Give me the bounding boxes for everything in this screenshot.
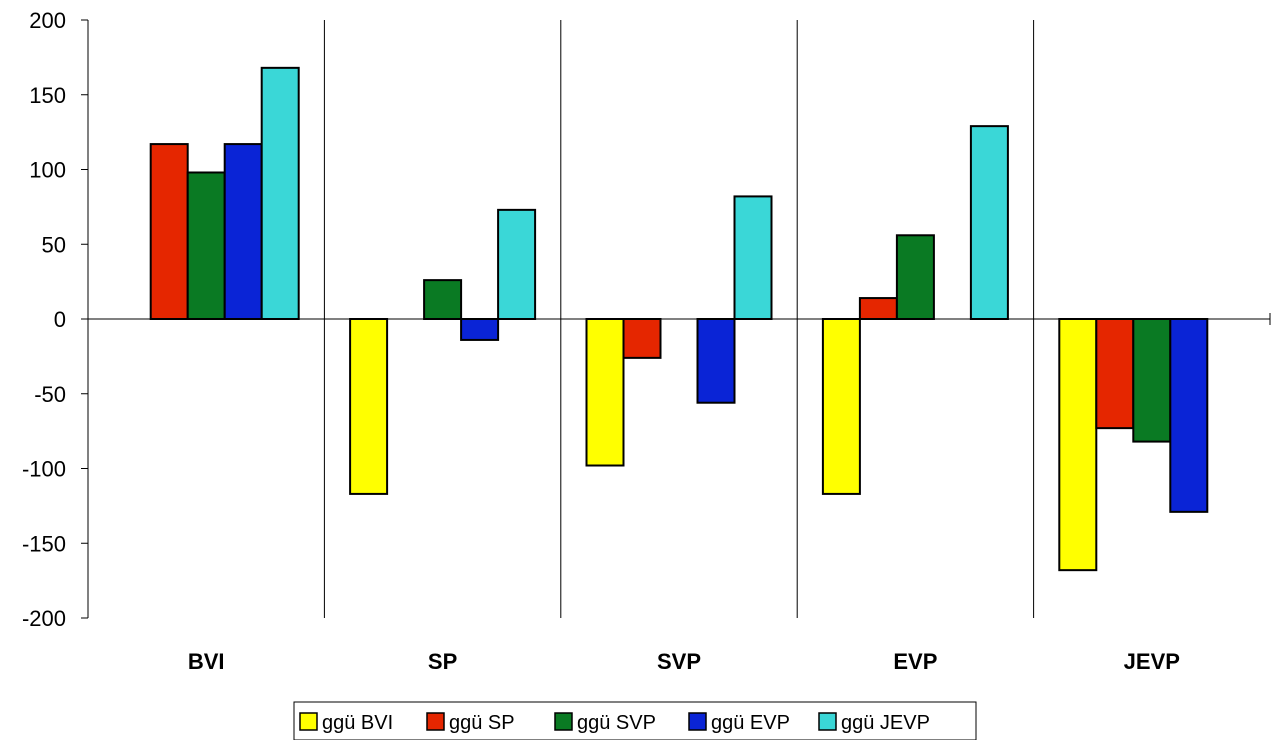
legend-label: ggü BVI — [322, 712, 393, 734]
y-tick-label: -200 — [22, 606, 66, 631]
legend: ggü BVI ggü SP ggü SVP ggü EVP ggü JEVP — [293, 701, 977, 740]
y-axis-ticks: 200 150 100 50 0 -50 -100 -150 -200 — [22, 8, 88, 631]
bar — [895, 234, 935, 320]
x-category-label: SVP — [657, 649, 701, 674]
y-tick-label: 0 — [54, 307, 66, 332]
bar — [733, 195, 773, 320]
bar — [149, 143, 189, 320]
legend-swatch — [554, 712, 573, 731]
y-tick-label: 150 — [29, 83, 66, 108]
legend-swatch — [426, 712, 445, 731]
bar — [821, 318, 861, 495]
bar — [497, 208, 537, 321]
y-tick-label: 200 — [29, 8, 66, 33]
legend-label: ggü EVP — [711, 712, 790, 734]
bar — [223, 143, 263, 320]
bar — [1132, 318, 1172, 443]
y-tick-label: -100 — [22, 457, 66, 482]
legend-box — [293, 701, 977, 740]
x-category-label: SP — [428, 649, 457, 674]
legend-swatch — [299, 712, 318, 731]
legend-swatch — [818, 712, 837, 731]
x-axis-categories: BVI SP SVP EVP JEVP — [188, 649, 1180, 674]
y-tick-label: -150 — [22, 531, 66, 556]
legend-label: ggü SP — [449, 712, 515, 734]
y-tick-label: -50 — [34, 382, 66, 407]
bar — [585, 318, 625, 467]
bar — [858, 297, 898, 321]
legend-swatch — [688, 712, 707, 731]
bar — [349, 318, 389, 495]
bar — [1169, 318, 1209, 513]
bar — [423, 279, 463, 321]
bar — [186, 171, 226, 320]
y-tick-label: 50 — [42, 232, 66, 257]
bar — [1095, 318, 1135, 430]
legend-label: ggü SVP — [577, 712, 656, 734]
x-category-label: JEVP — [1124, 649, 1180, 674]
bar — [969, 125, 1009, 320]
bar — [696, 318, 736, 404]
bar — [260, 66, 300, 320]
y-tick-label: 100 — [29, 158, 66, 183]
x-category-label: EVP — [893, 649, 937, 674]
x-category-label: BVI — [188, 649, 225, 674]
bar — [460, 318, 500, 341]
bar — [622, 318, 662, 359]
legend-label: ggü JEVP — [841, 712, 930, 734]
bar — [1058, 318, 1098, 572]
